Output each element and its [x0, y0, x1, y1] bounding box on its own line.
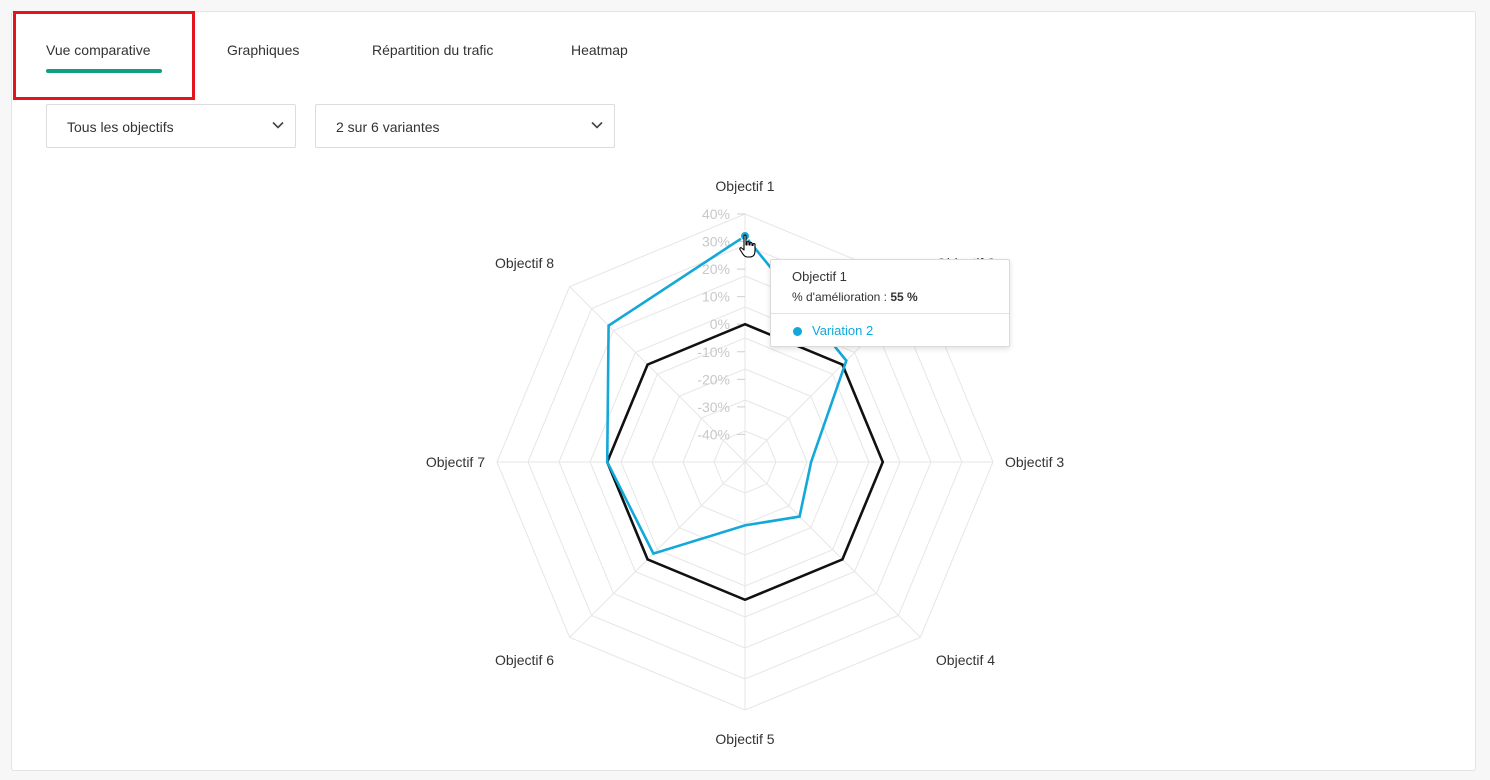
series-line-baseline[interactable] [605, 322, 885, 602]
grid-spoke [569, 461, 746, 638]
grid-spoke [744, 461, 921, 638]
chevron-down-icon [272, 121, 284, 129]
tooltip-series-name: Variation 2 [812, 323, 874, 338]
variants-select-value: 2 sur 6 variantes [336, 119, 440, 135]
tooltip-metric-label: % d'amélioration : [792, 290, 891, 304]
tooltip-title: Objectif 1 [792, 269, 847, 284]
tooltip-separator [771, 313, 1009, 314]
tab-bar: Vue comparative Graphiques Répartition d… [12, 12, 1475, 102]
tick-label: -30% [697, 399, 730, 415]
radar-ticks: 40% 30% 20% 10% 0% -10% -20% -30% -40% [697, 206, 745, 442]
series-dot-icon [793, 327, 802, 336]
tick-label: -20% [697, 371, 730, 387]
tooltip-metric-value: 55 % [890, 290, 918, 304]
objectives-select[interactable]: Tous les objectifs [46, 104, 296, 148]
tab-repartition-trafic[interactable]: Répartition du trafic [372, 42, 494, 58]
axis-label: Objectif 3 [1005, 454, 1064, 470]
results-panel: Vue comparative Graphiques Répartition d… [11, 11, 1476, 771]
tab-vue-comparative[interactable]: Vue comparative [46, 42, 151, 58]
axis-label: Objectif 1 [715, 178, 774, 194]
active-tab-indicator [46, 69, 162, 73]
tick-label: 0% [710, 316, 730, 332]
tick-label: -40% [697, 426, 730, 442]
tick-label: 10% [702, 289, 730, 305]
radar-series [605, 231, 885, 602]
grid-spoke [569, 286, 746, 463]
axis-label: Objectif 5 [715, 731, 774, 747]
objectives-select-value: Tous les objectifs [67, 119, 174, 135]
axis-label: Objectif 6 [495, 652, 554, 668]
tick-label: -10% [697, 344, 730, 360]
hand-cursor-icon [739, 234, 756, 258]
tick-label: 40% [702, 206, 730, 222]
axis-label: Objectif 7 [426, 454, 485, 470]
series-line-variation-2[interactable] [605, 234, 848, 556]
axis-label: Objectif 8 [495, 255, 554, 271]
tab-graphiques[interactable]: Graphiques [227, 42, 300, 58]
tick-label: 20% [702, 261, 730, 277]
tab-heatmap[interactable]: Heatmap [571, 42, 628, 58]
chart-tooltip: Objectif 1 % d'amélioration : 55 % Varia… [770, 259, 1010, 347]
chevron-down-icon [591, 121, 603, 129]
radar-grid [496, 213, 994, 711]
tooltip-metric: % d'amélioration : 55 % [792, 290, 918, 304]
tick-label: 30% [702, 234, 730, 250]
variants-select[interactable]: 2 sur 6 variantes [315, 104, 615, 148]
axis-label: Objectif 4 [936, 652, 995, 668]
